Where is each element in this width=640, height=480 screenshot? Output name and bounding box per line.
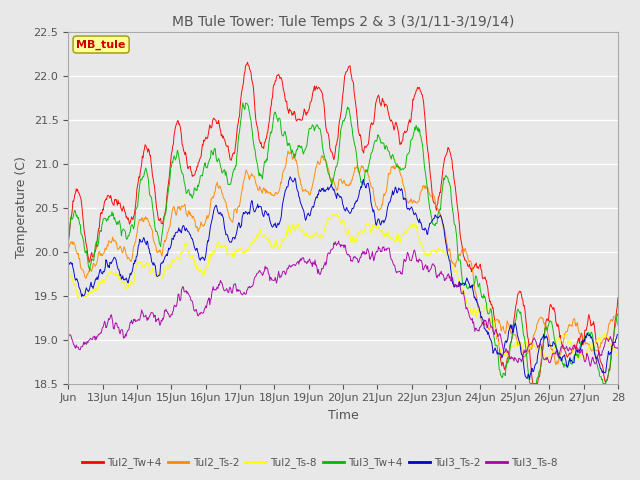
X-axis label: Time: Time (328, 409, 358, 422)
Text: MB_tule: MB_tule (76, 39, 126, 49)
Legend: Tul2_Tw+4, Tul2_Ts-2, Tul2_Ts-8, Tul3_Tw+4, Tul3_Ts-2, Tul3_Ts-8: Tul2_Tw+4, Tul2_Ts-2, Tul2_Ts-8, Tul3_Tw… (78, 453, 562, 472)
Y-axis label: Temperature (C): Temperature (C) (15, 156, 28, 258)
Title: MB Tule Tower: Tule Temps 2 & 3 (3/1/11-3/19/14): MB Tule Tower: Tule Temps 2 & 3 (3/1/11-… (172, 15, 514, 29)
